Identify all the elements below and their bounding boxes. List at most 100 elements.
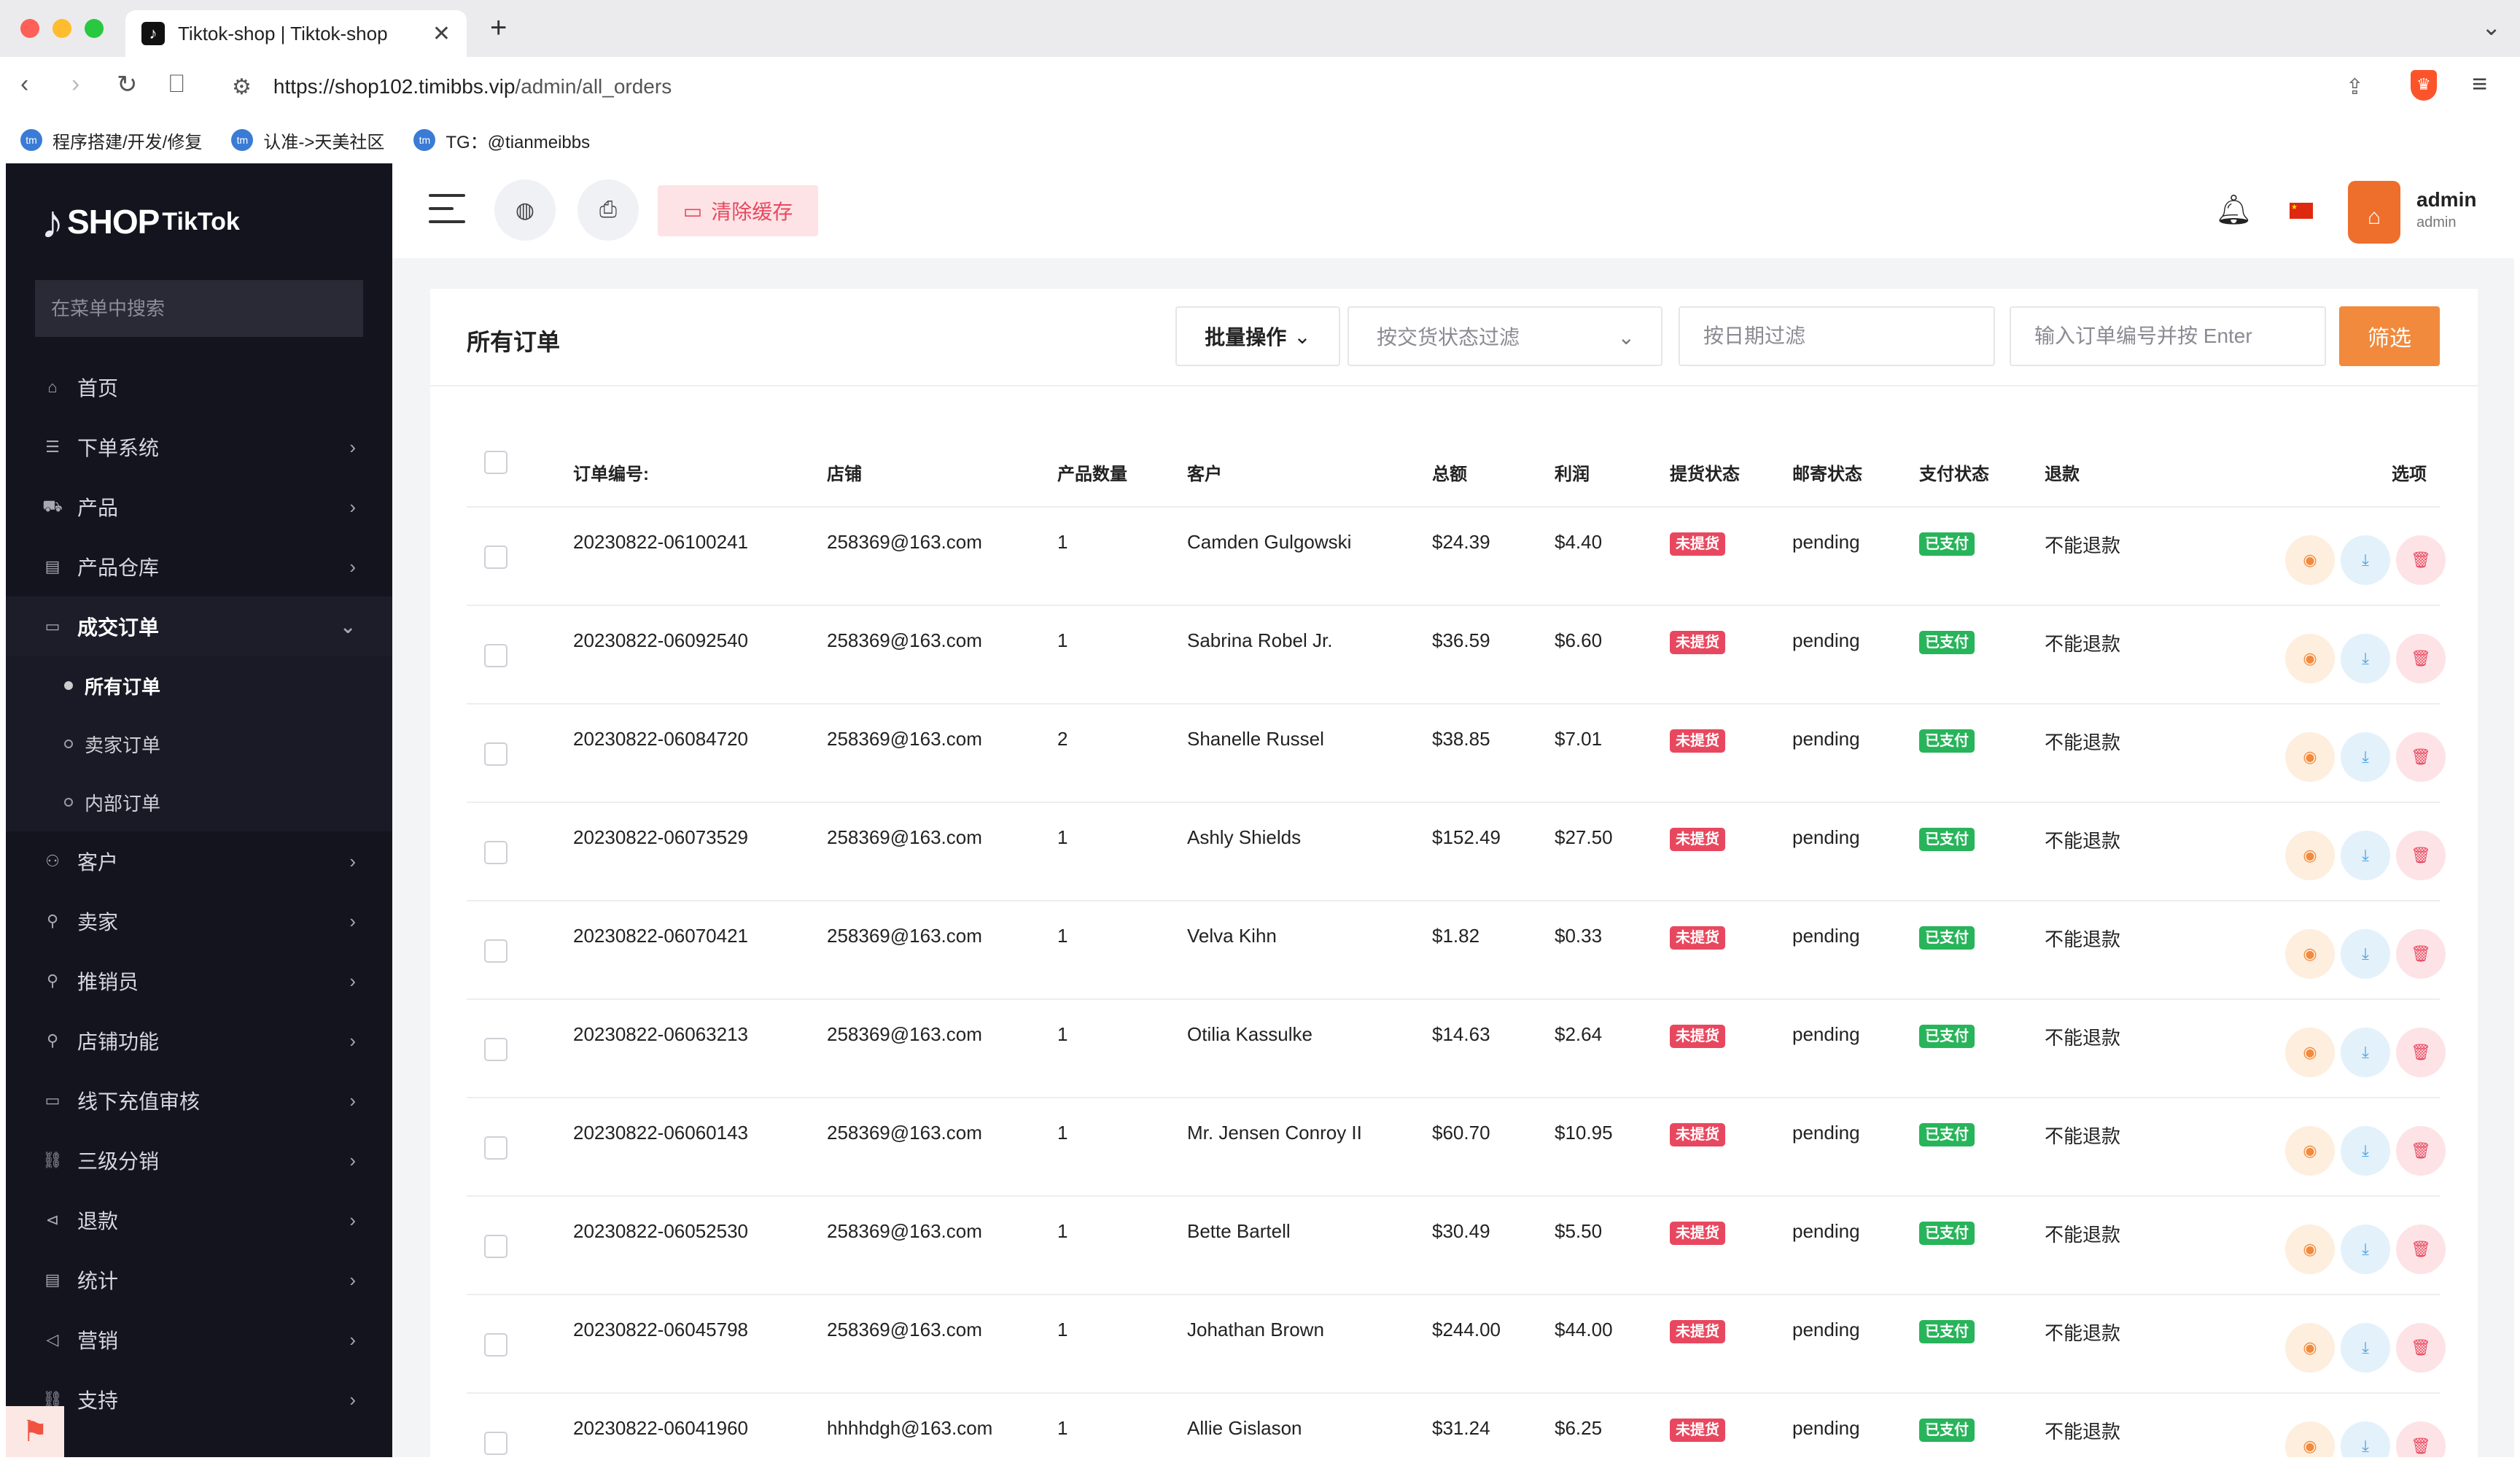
globe-button[interactable]: ◍: [494, 179, 556, 241]
sidebar-item-customers[interactable]: ⚇ 客户 ›: [6, 831, 392, 891]
menu-search-input[interactable]: [35, 280, 363, 337]
bookmark-item[interactable]: tm 认准->天美社区: [231, 128, 384, 153]
download-invoice-button[interactable]: ⤓: [2341, 1028, 2390, 1077]
delete-order-button[interactable]: 🗑︎: [2396, 1225, 2446, 1274]
sidebar-item-statistics[interactable]: ▤ 统计 ›: [6, 1250, 392, 1310]
order-code[interactable]: 20230822-06073529: [573, 826, 749, 848]
delete-order-button[interactable]: 🗑︎: [2396, 535, 2446, 585]
sidebar-subitem-internal-orders[interactable]: 内部订单: [6, 773, 392, 831]
row-checkbox[interactable]: [484, 1432, 508, 1455]
view-order-button[interactable]: ◉: [2285, 1126, 2335, 1176]
order-code[interactable]: 20230822-06092540: [573, 629, 749, 651]
row-checkbox[interactable]: [484, 546, 508, 569]
row-checkbox[interactable]: [484, 742, 508, 766]
bookmark-icon[interactable]: ⎕: [169, 70, 184, 98]
sidebar-item-marketing[interactable]: ◁ 营销 ›: [6, 1310, 392, 1370]
laravel-logo-icon[interactable]: ⚑: [6, 1406, 64, 1457]
download-invoice-button[interactable]: ⤓: [2341, 1225, 2390, 1274]
order-code[interactable]: 20230822-06041960: [573, 1417, 749, 1439]
user-name[interactable]: admin: [2416, 188, 2477, 211]
row-checkbox[interactable]: [484, 1235, 508, 1258]
download-invoice-button[interactable]: ⤓: [2341, 732, 2390, 782]
tab-close-icon[interactable]: ✕: [432, 21, 451, 46]
address-bar[interactable]: ⚙ https://shop102.timibbs.vip/admin/all_…: [214, 63, 2379, 111]
view-order-button[interactable]: ◉: [2285, 1421, 2335, 1457]
china-flag-icon[interactable]: ★: [2290, 203, 2313, 219]
reload-icon[interactable]: ↻: [117, 71, 138, 98]
order-code[interactable]: 20230822-06052530: [573, 1220, 749, 1242]
order-code[interactable]: 20230822-06045798: [573, 1319, 749, 1340]
close-window-button[interactable]: [20, 19, 39, 38]
row-checkbox[interactable]: [484, 841, 508, 864]
tab-list-chevron-icon[interactable]: ⌄: [2481, 14, 2501, 40]
row-checkbox[interactable]: [484, 644, 508, 667]
site-settings-icon[interactable]: ⚙: [232, 74, 252, 99]
view-order-button[interactable]: ◉: [2285, 634, 2335, 683]
sidebar-item-distribution[interactable]: ⛓ 三级分销 ›: [6, 1130, 392, 1190]
delete-order-button[interactable]: 🗑︎: [2396, 1028, 2446, 1077]
sidebar-item-support[interactable]: ⛓ 支持 ›: [6, 1370, 392, 1429]
print-button[interactable]: ⎙: [578, 179, 639, 241]
view-order-button[interactable]: ◉: [2285, 929, 2335, 979]
clear-cache-button[interactable]: ▭ 清除缓存: [658, 185, 818, 236]
sidebar-item-orders[interactable]: ▭ 成交订单 ⌄: [6, 597, 392, 656]
order-code[interactable]: 20230822-06063213: [573, 1023, 749, 1045]
view-order-button[interactable]: ◉: [2285, 535, 2335, 585]
delete-order-button[interactable]: 🗑︎: [2396, 831, 2446, 880]
sidebar-item-home[interactable]: ⌂ 首页: [6, 357, 392, 417]
row-checkbox[interactable]: [484, 939, 508, 963]
minimize-window-button[interactable]: [52, 19, 71, 38]
delivery-status-filter[interactable]: 按交货状态过滤 ⌄: [1348, 306, 1662, 366]
bulk-actions-dropdown[interactable]: 批量操作 ⌄: [1175, 306, 1340, 366]
browser-menu-icon[interactable]: ≡: [2472, 69, 2488, 98]
forward-icon[interactable]: ›: [71, 70, 80, 98]
delete-order-button[interactable]: 🗑︎: [2396, 732, 2446, 782]
sidebar-item-offline-recharge[interactable]: ▭ 线下充值审核 ›: [6, 1071, 392, 1130]
delete-order-button[interactable]: 🗑︎: [2396, 929, 2446, 979]
sidebar-item-order-system[interactable]: ☰ 下单系统 ›: [6, 417, 392, 477]
order-code[interactable]: 20230822-06084720: [573, 728, 749, 750]
download-invoice-button[interactable]: ⤓: [2341, 1421, 2390, 1457]
download-invoice-button[interactable]: ⤓: [2341, 929, 2390, 979]
delete-order-button[interactable]: 🗑︎: [2396, 1126, 2446, 1176]
download-invoice-button[interactable]: ⤓: [2341, 535, 2390, 585]
view-order-button[interactable]: ◉: [2285, 1225, 2335, 1274]
order-code[interactable]: 20230822-06070421: [573, 925, 749, 947]
row-checkbox[interactable]: [484, 1333, 508, 1357]
sidebar-subitem-all-orders[interactable]: 所有订单: [6, 656, 392, 715]
sidebar-item-sellers[interactable]: ⚲ 卖家 ›: [6, 891, 392, 951]
view-order-button[interactable]: ◉: [2285, 1323, 2335, 1373]
row-checkbox[interactable]: [484, 1038, 508, 1061]
download-invoice-button[interactable]: ⤓: [2341, 831, 2390, 880]
filter-button[interactable]: 筛选: [2339, 306, 2440, 366]
view-order-button[interactable]: ◉: [2285, 831, 2335, 880]
view-order-button[interactable]: ◉: [2285, 732, 2335, 782]
share-icon[interactable]: ⇪: [2345, 75, 2364, 99]
order-code[interactable]: 20230822-06100241: [573, 531, 749, 553]
new-tab-button[interactable]: +: [490, 12, 508, 44]
logo[interactable]: ♪ SHOP TikTok: [41, 185, 240, 258]
sidebar-subitem-seller-orders[interactable]: 卖家订单: [6, 715, 392, 773]
sidebar-item-shop-functions[interactable]: ⚲ 店铺功能 ›: [6, 1011, 392, 1071]
download-invoice-button[interactable]: ⤓: [2341, 634, 2390, 683]
row-checkbox[interactable]: [484, 1136, 508, 1160]
order-code[interactable]: 20230822-06060143: [573, 1122, 749, 1144]
select-all-checkbox[interactable]: [484, 451, 508, 474]
zoom-window-button[interactable]: [85, 19, 104, 38]
sidebar-item-salesmen[interactable]: ⚲ 推销员 ›: [6, 951, 392, 1011]
menu-toggle-icon[interactable]: [429, 193, 465, 226]
sidebar-item-refunds[interactable]: ⊲ 退款 ›: [6, 1190, 392, 1250]
back-icon[interactable]: ‹: [20, 70, 29, 98]
view-order-button[interactable]: ◉: [2285, 1028, 2335, 1077]
download-invoice-button[interactable]: ⤓: [2341, 1126, 2390, 1176]
brave-shield-icon[interactable]: ♛: [2411, 70, 2437, 101]
avatar[interactable]: ⌂: [2348, 181, 2400, 244]
bookmark-item[interactable]: tm TG：@tianmeibbs: [413, 128, 590, 153]
sidebar-item-products[interactable]: ⛟ 产品 ›: [6, 477, 392, 537]
delete-order-button[interactable]: 🗑︎: [2396, 634, 2446, 683]
order-code-search-input[interactable]: [2010, 306, 2326, 366]
sidebar-item-warehouse[interactable]: ▤ 产品仓库 ›: [6, 537, 392, 597]
delete-order-button[interactable]: 🗑︎: [2396, 1323, 2446, 1373]
delete-order-button[interactable]: 🗑︎: [2396, 1421, 2446, 1457]
download-invoice-button[interactable]: ⤓: [2341, 1323, 2390, 1373]
